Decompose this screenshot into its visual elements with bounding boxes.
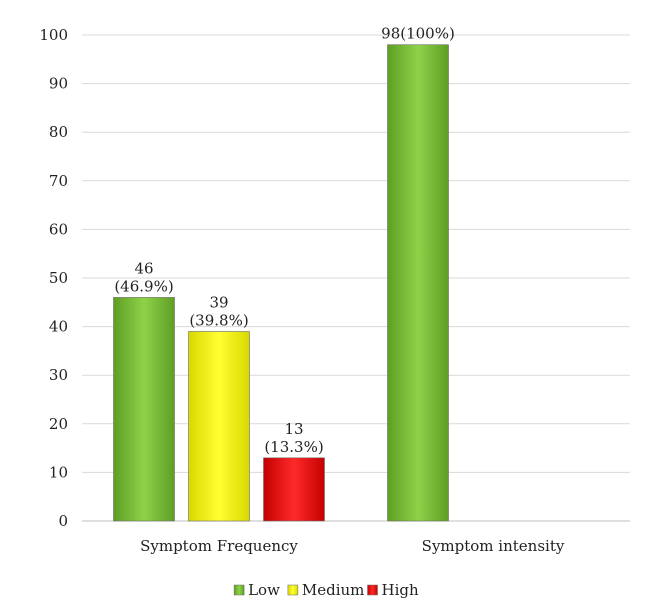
legend-label: High [382,581,419,599]
legend-swatch-low [233,584,245,596]
legend-swatch-medium [287,584,299,596]
x-category-label: Symptom Frequency [140,537,298,555]
y-tick-label: 70 [49,172,68,190]
data-labels: 46 (46.9%) 39 (39.8%) 13 (13.3%) 98(100%) [114,25,455,456]
bars [113,44,449,522]
y-tick-label: 50 [49,269,68,287]
bar-low-0 [113,297,175,522]
data-label: 13 (13.3%) [264,420,323,456]
bar-medium-0 [188,331,250,522]
y-tick-label: 30 [49,366,68,384]
data-label: 46 (46.9%) [114,259,173,295]
y-tick-label: 20 [49,415,68,433]
y-tick-label: 100 [39,26,68,44]
bar-low-1 [387,44,449,522]
legend: Low Medium High [233,581,419,599]
y-tick-label: 0 [58,512,68,530]
legend-swatch-high [367,584,378,596]
y-tick-label: 90 [49,75,68,93]
y-axis: 0 10 20 30 40 50 60 70 80 90 100 [39,26,68,530]
x-category-label: Symptom intensity [422,537,565,555]
legend-label: Medium [302,581,365,599]
legend-label: Low [248,581,280,599]
y-tick-label: 60 [49,220,68,238]
y-tick-label: 80 [49,123,68,141]
bar-high-0 [263,457,325,522]
x-axis: Symptom Frequency Symptom intensity [140,537,565,555]
y-tick-label: 40 [49,318,68,336]
data-label: 98(100%) [381,25,455,43]
y-tick-label: 10 [49,463,68,481]
data-label: 39 (39.8%) [189,293,248,329]
